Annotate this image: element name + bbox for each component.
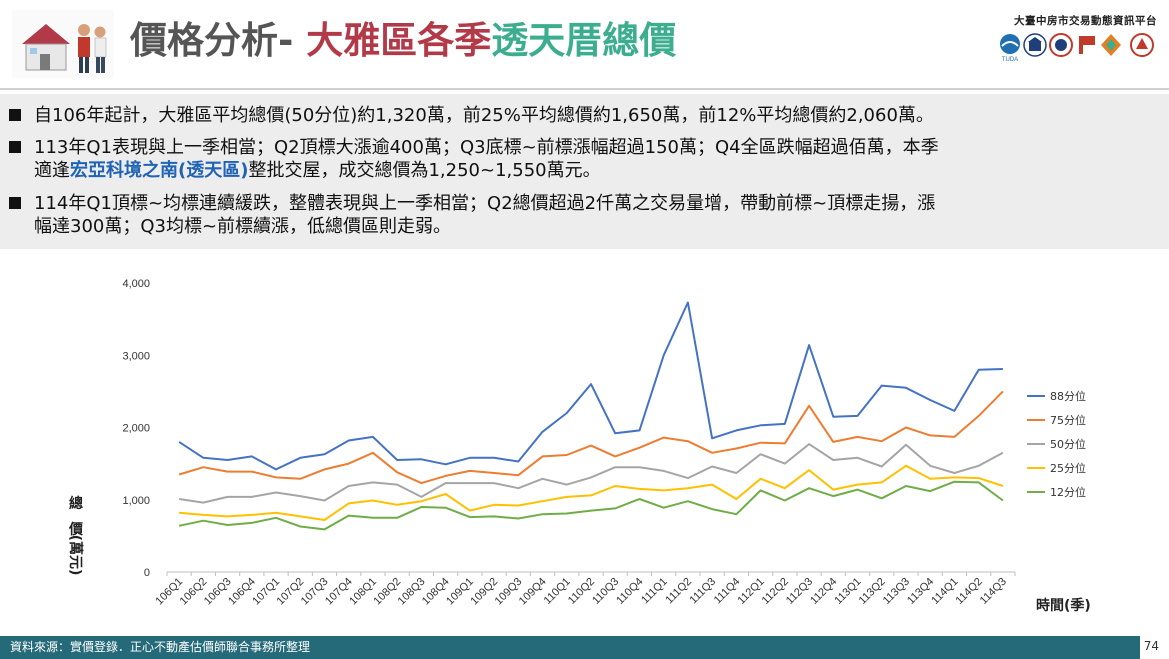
x-tick-label: 112Q4 xyxy=(808,576,839,607)
y-tick-label: 1,000 xyxy=(122,495,150,507)
series-line-25分位 xyxy=(179,464,1004,521)
legend-label: 50分位 xyxy=(1050,437,1086,451)
legend-label: 12分位 xyxy=(1050,485,1086,499)
building-logo xyxy=(1023,33,1047,57)
bullet-3-line-2: 幅達300萬；Q3均標~前標續漲，低總價區則走弱。 xyxy=(34,216,452,237)
x-tick-label: 114Q2 xyxy=(954,576,985,607)
source-footer: 資料來源：實價登錄．正心不動產估價師聯合事務所整理 xyxy=(0,636,1140,659)
bullet-1-text: 自106年起計，大雅區平均總價(50分位)約1,320萬，前25%平均總價約1,… xyxy=(34,105,934,126)
bullet-2: 113年Q1表現與上一季相當；Q2頂標大漲逾400萬；Q3底標~前標漲幅超過15… xyxy=(9,136,939,182)
x-tick-label: 114Q3 xyxy=(978,576,1009,607)
y-axis-title: (萬元) xyxy=(67,535,84,576)
page-title: 價格分析- 大雅區各季透天厝總價 xyxy=(130,18,676,64)
x-tick-label: 110Q4 xyxy=(614,576,645,607)
x-tick-label: 113Q1 xyxy=(832,576,863,607)
series-line-12分位 xyxy=(178,480,1004,531)
series-line-88分位 xyxy=(178,301,1003,471)
legend-label: 88分位 xyxy=(1050,389,1086,403)
bullet-2-suffix: 整批交屋，成交總價為1,250~1,550萬元。 xyxy=(248,160,601,181)
y-axis-title: 總 xyxy=(69,495,83,512)
people-house-illustration xyxy=(12,10,114,78)
x-tick-label: 110Q2 xyxy=(566,576,597,607)
series-line-50分位 xyxy=(178,443,1004,504)
bullet-1: 自106年起計，大雅區平均總價(50分位)約1,320萬，前25%平均總價約1,… xyxy=(9,104,934,127)
summary-panel: 自106年起計，大雅區平均總價(50分位)約1,320萬，前25%平均總價約1,… xyxy=(0,94,1169,249)
x-axis-title: 時間(季) xyxy=(1036,597,1091,614)
seal-logo xyxy=(1049,33,1073,57)
bullet-3: 114年Q1頂標~均標連續緩跌，整體表現與上一季相當；Q2總價超過2仟萬之交易量… xyxy=(9,192,936,238)
y-axis-title: 價 xyxy=(68,521,84,538)
x-tick-label: 113Q3 xyxy=(881,576,912,607)
page-number: 74 xyxy=(1143,639,1159,653)
title-subject: 透天厝總價 xyxy=(491,19,677,62)
header-divider xyxy=(0,88,1169,90)
title-area: 大雅區各季 xyxy=(306,19,492,62)
flag-logo xyxy=(1079,36,1095,54)
bullet-marker xyxy=(9,197,21,209)
legend-label: 25分位 xyxy=(1050,461,1086,475)
legend-label: 75分位 xyxy=(1050,413,1086,427)
x-tick-label: 111Q2 xyxy=(663,576,694,607)
bullet-3-line-1: 114年Q1頂標~均標連續緩跌，整體表現與上一季相當；Q2總價超過2仟萬之交易量… xyxy=(34,193,936,214)
series-line-75分位 xyxy=(178,390,1004,485)
x-tick-label: 109Q4 xyxy=(517,576,549,608)
org-name: 大臺中房市交易動態資訊平台 xyxy=(1014,15,1157,27)
partner-logos: TUDA xyxy=(1000,33,1154,62)
title-prefix: 價格分析- xyxy=(130,19,307,62)
bullet-marker xyxy=(9,109,21,121)
y-tick-label: 3,000 xyxy=(122,350,150,362)
highlight-project-name: 宏亞科境之南(透天區) xyxy=(70,160,249,181)
x-tick-label: 110Q1 xyxy=(542,576,573,607)
x-tick-label: 111Q1 xyxy=(639,576,670,607)
x-tick-label: 112Q1 xyxy=(735,576,766,607)
header: 價格分析- 大雅區各季透天厝總價 大臺中房市交易動態資訊平台 TUDA xyxy=(0,0,1169,90)
bullet-marker xyxy=(9,141,21,153)
tuda-logo: TUDA xyxy=(1000,34,1020,62)
circle-logo xyxy=(1130,33,1154,57)
x-tick-label: 112Q2 xyxy=(760,576,791,607)
y-tick-label: 0 xyxy=(144,567,150,579)
x-tick-label: 113Q4 xyxy=(905,576,936,607)
x-tick-label: 112Q3 xyxy=(784,576,815,607)
y-tick-label: 2,000 xyxy=(122,423,150,435)
bullet-2-line-1: 113年Q1表現與上一季相當；Q2頂標大漲逾400萬；Q3底標~前標漲幅超過15… xyxy=(34,137,939,158)
diamond-logo xyxy=(1101,34,1121,56)
bullet-2-line-2: 適逢宏亞科境之南(透天區)整批交屋，成交總價為1,250~1,550萬元。 xyxy=(34,159,939,182)
bullet-2-prefix: 適逢 xyxy=(34,160,70,181)
x-tick-label: 111Q3 xyxy=(688,576,719,607)
x-tick-label: 113Q2 xyxy=(857,576,888,607)
svg-text:TUDA: TUDA xyxy=(1002,57,1018,62)
x-tick-label: 110Q3 xyxy=(590,576,621,607)
x-tick-label: 114Q1 xyxy=(929,576,960,607)
y-tick-label: 4,000 xyxy=(122,278,150,290)
